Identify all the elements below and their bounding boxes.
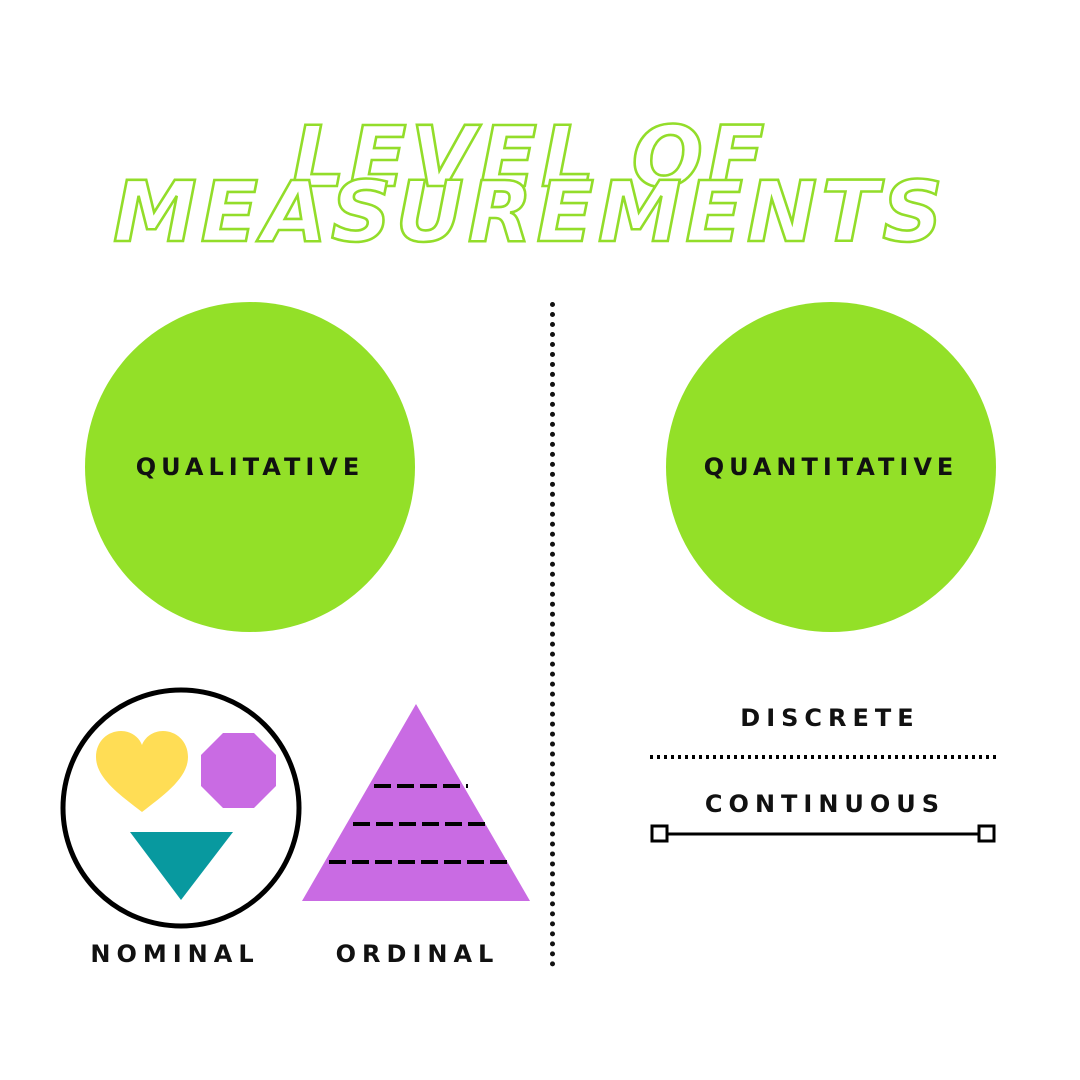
qualitative-label: QUALITATIVE	[135, 453, 365, 481]
octagon-icon	[201, 733, 276, 808]
nominal-label: NOMINAL	[90, 940, 260, 968]
page-title: LEVEL OF MEASUREMENTS	[112, 107, 947, 260]
center-divider	[550, 302, 555, 967]
pyramid-icon	[302, 704, 530, 901]
segment-line-icon	[650, 824, 996, 843]
ordinal-label: ORDINAL	[335, 940, 500, 968]
discrete-label: DISCRETE	[740, 704, 920, 732]
title-line-1: LEVEL OF	[292, 108, 769, 206]
title-line-2: MEASUREMENTS	[113, 163, 947, 260]
quantitative-label: QUANTITATIVE	[703, 453, 959, 481]
qualitative-circle: QUALITATIVE	[85, 302, 415, 632]
continuous-label: CONTINUOUS	[704, 790, 946, 818]
triangle-down-icon	[130, 832, 233, 900]
heart-icon	[96, 731, 188, 812]
quantitative-circle: QUANTITATIVE	[666, 302, 996, 632]
